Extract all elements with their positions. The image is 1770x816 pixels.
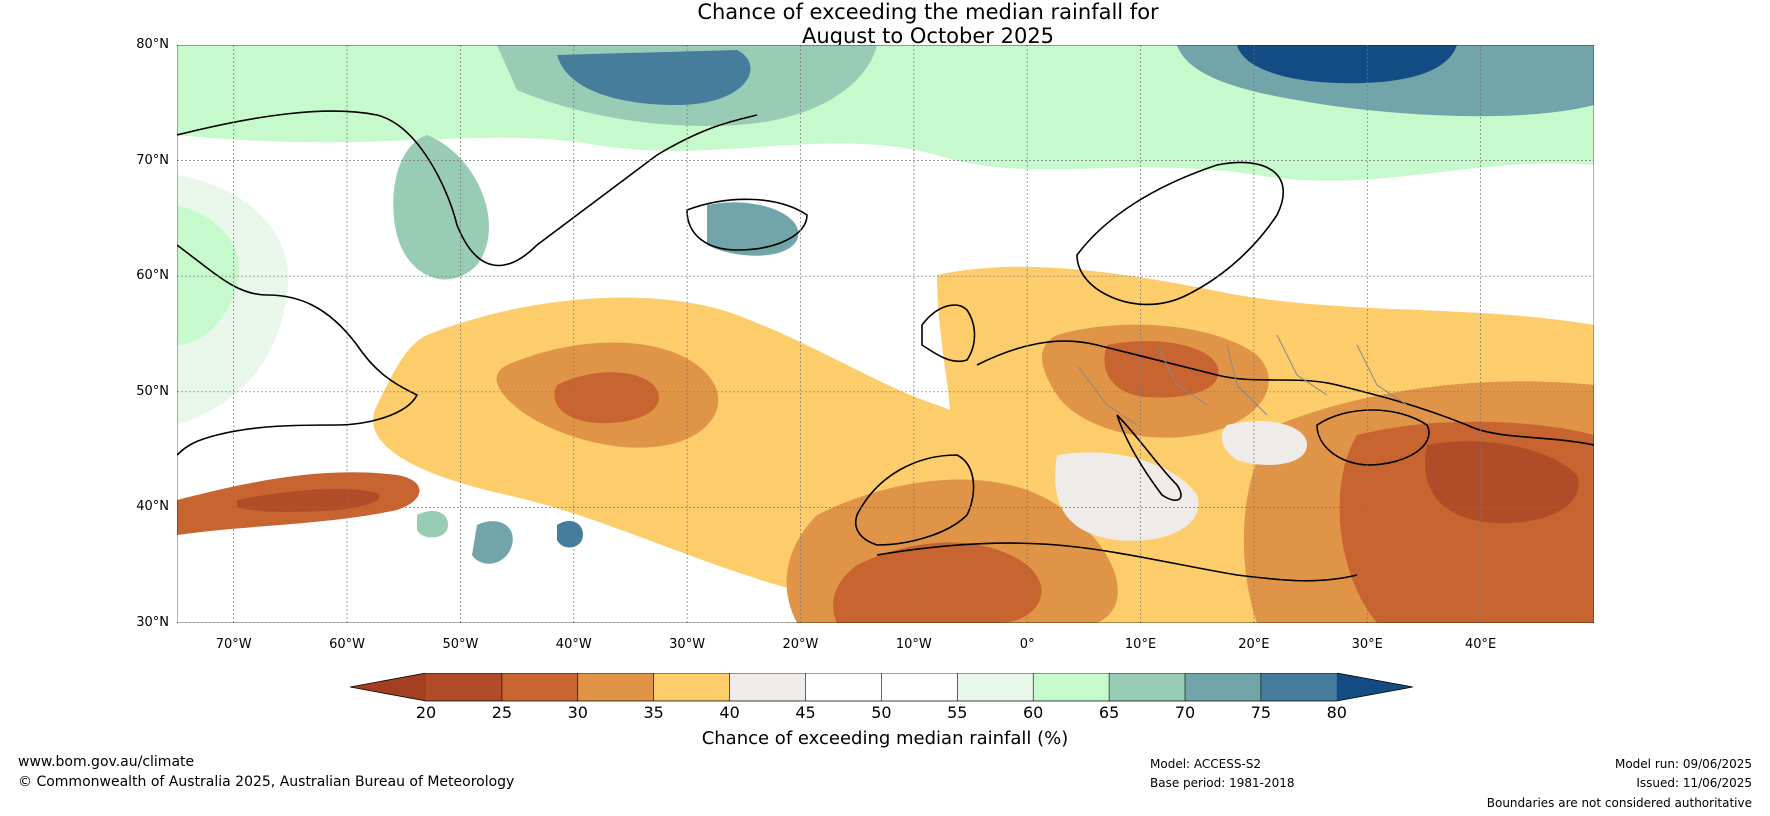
longitude-label: 40°W bbox=[555, 637, 592, 652]
atlantic-wet-spot-3 bbox=[557, 520, 583, 548]
colorbar-outline bbox=[350, 673, 1413, 702]
colorbar-low-extension bbox=[350, 673, 426, 701]
border-2 bbox=[1156, 344, 1208, 406]
latitude-label: 40°N bbox=[136, 499, 169, 515]
longitude-label: 60°W bbox=[329, 637, 365, 652]
colorbar-segment bbox=[426, 673, 503, 701]
footer-copyright: © Commonwealth of Australia 2025, Austra… bbox=[18, 774, 515, 790]
black-sea-near-normal bbox=[1221, 421, 1307, 465]
colorbar-tick-label: 75 bbox=[1250, 703, 1272, 722]
atlantic-wet-spot-1 bbox=[472, 521, 513, 564]
colorbar-tick-label: 30 bbox=[567, 703, 588, 722]
colorbar-segment bbox=[501, 673, 579, 701]
colorbar-tick-label: 50 bbox=[871, 703, 892, 722]
colorbar-label: Chance of exceeding median rainfall (%) bbox=[701, 728, 1069, 749]
colorbar-segment bbox=[805, 673, 882, 701]
colorbar-tick-label: 35 bbox=[643, 703, 664, 722]
colorbar-segment bbox=[653, 673, 731, 701]
north-africa-dry-inner bbox=[833, 542, 1042, 623]
longitude-label: 30°W bbox=[669, 637, 706, 652]
colorbar-tick-label: 65 bbox=[1098, 703, 1120, 722]
subtropical-dry-streak-core bbox=[237, 489, 380, 512]
border-4 bbox=[1276, 334, 1328, 396]
iceland-wet-zone bbox=[707, 202, 799, 256]
longitude-label: 20°W bbox=[782, 637, 819, 652]
iberia-coast bbox=[855, 454, 975, 546]
border-3 bbox=[1226, 344, 1268, 416]
footer-base-period: Base period: 1981-2018 bbox=[1150, 776, 1295, 790]
colorbar-tick-label: 70 bbox=[1174, 703, 1196, 722]
map-title: Chance of exceeding the median rainfall … bbox=[0, 0, 1770, 48]
italy-coast bbox=[1116, 414, 1182, 501]
footer-issued: Issued: 11/06/2025 bbox=[1636, 776, 1752, 790]
colorbar-segment bbox=[957, 673, 1034, 701]
border-1 bbox=[1076, 364, 1138, 426]
colorbar-tick-label: 25 bbox=[491, 703, 513, 722]
latitude-label: 50°N bbox=[136, 383, 169, 399]
north-africa-coast bbox=[876, 542, 1358, 582]
footer-disclaimer: Boundaries are not considered authoritat… bbox=[1486, 796, 1752, 810]
footer-model: Model: ACCESS-S2 bbox=[1150, 757, 1262, 771]
longitude-label: 30°E bbox=[1351, 637, 1383, 652]
central-europe-dry-inner bbox=[1104, 341, 1219, 398]
labrador-green-zone bbox=[177, 205, 239, 345]
colorbar-tick-label: 60 bbox=[1023, 703, 1044, 722]
greenland-coast bbox=[177, 110, 758, 267]
latitude-label: 30°N bbox=[136, 615, 169, 630]
colorbar-segment bbox=[577, 673, 655, 701]
longitude-label: 0° bbox=[1019, 637, 1035, 652]
footer-model-run: Model run: 09/06/2025 bbox=[1614, 757, 1752, 771]
colorbar-tick-label: 40 bbox=[719, 703, 740, 722]
map-gridlines bbox=[177, 45, 1594, 623]
latitude-label: 70°N bbox=[136, 152, 169, 168]
latitude-label: 60°N bbox=[136, 268, 169, 284]
colorbar-tick-label: 45 bbox=[795, 703, 816, 722]
colorbar-segment bbox=[729, 673, 806, 701]
atlantic-wet-spot-2 bbox=[417, 510, 448, 538]
colorbar bbox=[350, 673, 1413, 702]
colorbar-tick-label: 20 bbox=[415, 703, 437, 722]
longitude-label: 10°W bbox=[895, 637, 932, 652]
longitude-label: 50°W bbox=[442, 637, 479, 652]
longitude-label: 70°W bbox=[215, 637, 252, 652]
longitude-label: 20°E bbox=[1238, 637, 1270, 652]
border-5 bbox=[1356, 344, 1408, 406]
scandinavia-coast bbox=[1076, 161, 1284, 306]
north-atlantic-very-wet-zone bbox=[557, 50, 751, 105]
title-line-2: August to October 2025 bbox=[801, 24, 1055, 48]
colorbar-tick-label: 55 bbox=[947, 703, 968, 722]
greenland-wet-zone bbox=[393, 135, 489, 280]
iceland-coast bbox=[686, 198, 808, 251]
rainfall-map bbox=[177, 45, 1594, 623]
colorbar-segment bbox=[881, 673, 958, 701]
colorbar-high-extension bbox=[1336, 673, 1413, 701]
latitude-label: 80°N bbox=[136, 37, 169, 52]
longitude-label: 10°E bbox=[1124, 637, 1157, 652]
colorbar-segment bbox=[1109, 673, 1186, 701]
svalbard-very-wet-zone bbox=[1237, 45, 1457, 84]
country-borders bbox=[1076, 334, 1408, 426]
atlantic-dry-belt-inner bbox=[554, 372, 659, 424]
title-line-1: Chance of exceeding the median rainfall … bbox=[697, 0, 1159, 24]
europe-coast bbox=[976, 340, 1594, 446]
longitude-label: 40°E bbox=[1464, 637, 1497, 652]
rainfall-probability-field bbox=[177, 45, 1594, 623]
footer-website: www.bom.gov.au/climate bbox=[18, 754, 195, 770]
caucasus-dry-inner bbox=[1425, 441, 1579, 524]
colorbar-tick-label: 80 bbox=[1326, 703, 1347, 722]
mediterranean-near-normal bbox=[1055, 452, 1199, 541]
colorbar-segment bbox=[1033, 673, 1110, 701]
colorbar-segment bbox=[1260, 673, 1338, 701]
uk-ireland-coast bbox=[921, 304, 976, 363]
coastlines bbox=[177, 110, 1594, 582]
canada-coast bbox=[177, 244, 419, 456]
colorbar-segment bbox=[1185, 673, 1262, 701]
black-sea-coast bbox=[1316, 409, 1430, 466]
